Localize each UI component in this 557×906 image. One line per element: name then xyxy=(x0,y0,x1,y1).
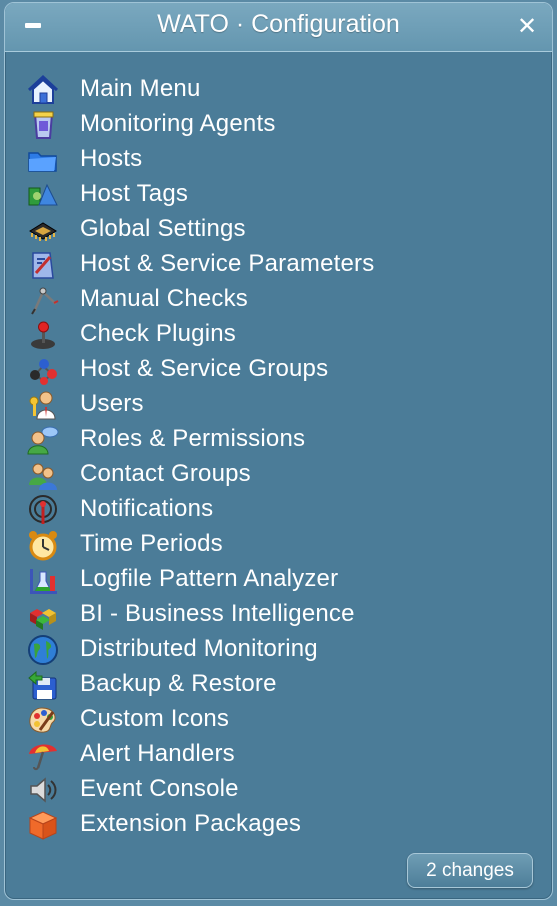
menu-item-backup-restore[interactable]: Backup & Restore xyxy=(5,667,552,702)
palette-icon xyxy=(26,704,60,736)
alarm-clock-icon xyxy=(26,529,60,561)
menu-item-label: Users xyxy=(80,390,144,417)
menu-item-monitoring-agents[interactable]: Monitoring Agents xyxy=(5,107,552,142)
agent-box-icon xyxy=(26,109,60,141)
menu-item-label: Roles & Permissions xyxy=(80,425,306,452)
menu-item-host-tags[interactable]: Host Tags xyxy=(5,177,552,212)
menu-item-label: Global Settings xyxy=(80,215,246,242)
menu-item-label: Alert Handlers xyxy=(80,740,235,767)
menu-item-custom-icons[interactable]: Custom Icons xyxy=(5,702,552,737)
menu-item-label: Host & Service Groups xyxy=(80,355,329,382)
floppy-icon xyxy=(26,669,60,701)
home-icon xyxy=(26,74,60,106)
wato-snapin-panel: WATO · Configuration ✕ Main Menu Monitori… xyxy=(4,2,553,900)
window-title: WATO · Configuration xyxy=(157,10,400,38)
parameters-pen-icon xyxy=(26,249,60,281)
minimize-icon[interactable] xyxy=(25,23,41,28)
menu-item-roles-permissions[interactable]: Roles & Permissions xyxy=(5,422,552,457)
menu-item-global-settings[interactable]: Global Settings xyxy=(5,212,552,247)
menu-item-label: Notifications xyxy=(80,495,214,522)
compass-icon xyxy=(26,284,60,316)
menu-item-notifications[interactable]: Notifications xyxy=(5,492,552,527)
menu-item-hosts[interactable]: Hosts xyxy=(5,142,552,177)
menu-item-label: Check Plugins xyxy=(80,320,237,347)
menu-item-distributed-monitoring[interactable]: Distributed Monitoring xyxy=(5,632,552,667)
menu-item-main-menu[interactable]: Main Menu xyxy=(5,72,552,107)
menu-item-label: BI - Business Intelligence xyxy=(80,600,355,627)
menu-item-logfile-pattern-analyzer[interactable]: Logfile Pattern Analyzer xyxy=(5,562,552,597)
menu-item-label: Event Console xyxy=(80,775,239,802)
menu-item-label: Hosts xyxy=(80,145,143,172)
contact-group-icon xyxy=(26,459,60,491)
antenna-icon xyxy=(26,494,60,526)
menu-item-label: Main Menu xyxy=(80,75,201,102)
wato-menu: Main Menu Monitoring Agents Hosts Host Tags… xyxy=(5,72,552,842)
menu-item-label: Distributed Monitoring xyxy=(80,635,318,662)
menu-item-contact-groups[interactable]: Contact Groups xyxy=(5,457,552,492)
lab-flask-icon xyxy=(26,564,60,596)
globe-icon xyxy=(26,634,60,666)
menu-item-label: Host & Service Parameters xyxy=(80,250,375,277)
menu-item-label: Manual Checks xyxy=(80,285,249,312)
chip-icon xyxy=(26,214,60,246)
menu-item-extension-packages[interactable]: Extension Packages xyxy=(5,807,552,842)
menu-item-label: Custom Icons xyxy=(80,705,230,732)
menu-item-label: Contact Groups xyxy=(80,460,251,487)
menu-item-label: Extension Packages xyxy=(80,810,302,837)
menu-item-manual-checks[interactable]: Manual Checks xyxy=(5,282,552,317)
menu-item-label: Backup & Restore xyxy=(80,670,277,697)
package-cube-icon xyxy=(26,809,60,841)
users-key-icon xyxy=(26,389,60,421)
menu-item-check-plugins[interactable]: Check Plugins xyxy=(5,317,552,352)
menu-item-label: Host Tags xyxy=(80,180,189,207)
molecule-icon xyxy=(26,354,60,386)
menu-item-label: Monitoring Agents xyxy=(80,110,276,137)
menu-item-event-console[interactable]: Event Console xyxy=(5,772,552,807)
menu-item-host-service-parameters[interactable]: Host & Service Parameters xyxy=(5,247,552,282)
menu-item-bi-business-intelligence[interactable]: BI - Business Intelligence xyxy=(5,597,552,632)
cubes-icon xyxy=(26,599,60,631)
joystick-icon xyxy=(26,319,60,351)
user-speech-icon xyxy=(26,424,60,456)
tags-shapes-icon xyxy=(26,179,60,211)
menu-item-label: Time Periods xyxy=(80,530,223,557)
title-bar[interactable]: WATO · Configuration ✕ xyxy=(5,3,552,52)
close-icon[interactable]: ✕ xyxy=(516,13,538,40)
menu-item-host-service-groups[interactable]: Host & Service Groups xyxy=(5,352,552,387)
menu-item-users[interactable]: Users xyxy=(5,387,552,422)
folder-icon xyxy=(26,144,60,176)
menu-item-time-periods[interactable]: Time Periods xyxy=(5,527,552,562)
changes-button[interactable]: 2 changes xyxy=(407,853,533,888)
menu-item-alert-handlers[interactable]: Alert Handlers xyxy=(5,737,552,772)
speaker-icon xyxy=(26,774,60,806)
menu-item-label: Logfile Pattern Analyzer xyxy=(80,565,339,592)
umbrella-icon xyxy=(26,739,60,771)
